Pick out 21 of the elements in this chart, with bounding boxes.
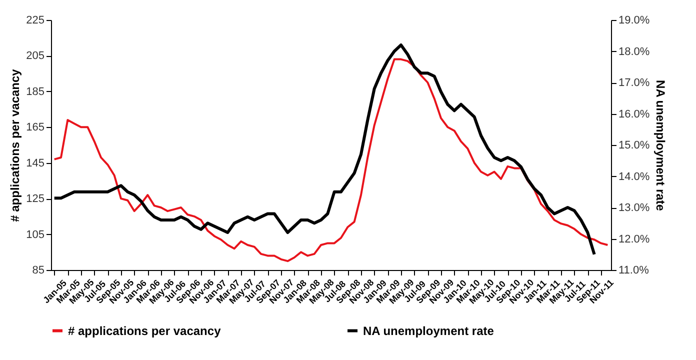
y2-tick-label: 19.0% [618,14,650,26]
y-tick-label: 185 [26,86,44,98]
y2-tick-label: 15.0% [618,140,650,152]
y2-axis-title: NA unemployment rate [654,80,668,212]
y2-tick-label: 17.0% [618,77,650,89]
y2-tick-label: 14.0% [618,170,650,183]
y-tick-label: 85 [32,264,44,276]
y-axis-title: # applications per vacancy [8,68,22,222]
y2-tick-label: 12.0% [618,233,650,246]
y2-tick-label: 11.0% [618,264,650,276]
y-tick-label: 125 [26,193,44,206]
y-tick-label: 165 [26,122,44,134]
legend-label: NA unemployment rate [363,324,494,338]
y2-tick-label: 13.0% [618,202,650,214]
y2-tick-label: 18.0% [618,46,650,58]
y-tick-label: 205 [26,50,44,62]
y-tick-label: 105 [26,228,44,241]
y-tick-label: 145 [26,157,44,170]
y-tick-label: 225 [26,14,44,26]
legend-label: # applications per vacancy [68,324,222,338]
y2-tick-label: 16.0% [618,108,650,120]
